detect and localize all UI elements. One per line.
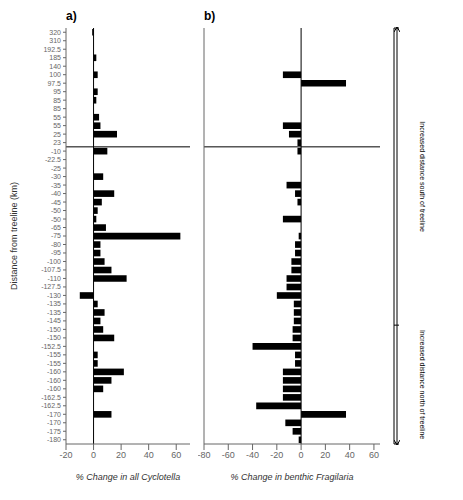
svg-text:-80: -80: [51, 241, 61, 248]
svg-text:140: 140: [49, 63, 61, 70]
svg-text:-107.5: -107.5: [41, 266, 61, 273]
svg-text:-130: -130: [47, 292, 61, 299]
svg-text:-65: -65: [51, 224, 61, 231]
svg-text:40: 40: [345, 450, 355, 460]
html-text:a): a): [66, 9, 77, 23]
svg-text:60: 60: [369, 450, 379, 460]
svg-text:-160: -160: [47, 385, 61, 392]
svg-text:-80: -80: [198, 450, 211, 460]
svg-text:-162.5: -162.5: [41, 402, 61, 409]
svg-text:40: 40: [144, 450, 154, 460]
svg-text:% Change in benthic Fragilaria: % Change in benthic Fragilaria: [230, 472, 353, 482]
svg-text:-150: -150: [47, 326, 61, 333]
svg-text:100: 100: [49, 71, 61, 78]
svg-text:-25: -25: [51, 165, 61, 172]
svg-text:-145: -145: [47, 317, 61, 324]
svg-text:-160: -160: [47, 377, 61, 384]
svg-text:-40: -40: [51, 190, 61, 197]
svg-text:25: 25: [53, 131, 61, 138]
svg-text:20: 20: [320, 450, 330, 460]
svg-text:-50: -50: [51, 207, 61, 214]
svg-text:55: 55: [53, 122, 61, 129]
svg-text:320: 320: [49, 29, 61, 36]
svg-text:-155: -155: [47, 351, 61, 358]
svg-text:-45: -45: [51, 199, 61, 206]
svg-text:-75: -75: [51, 232, 61, 239]
svg-text:0: 0: [91, 450, 96, 460]
svg-text:97.5: 97.5: [47, 80, 61, 87]
svg-text:20: 20: [116, 450, 126, 460]
svg-text:-170: -170: [47, 411, 61, 418]
svg-text:-110: -110: [48, 275, 62, 282]
svg-text:-170: -170: [47, 419, 61, 426]
svg-text:-135: -135: [47, 309, 61, 316]
svg-text:-22.5: -22.5: [45, 156, 61, 163]
svg-text:185: 185: [49, 54, 61, 61]
svg-text:-60: -60: [222, 450, 235, 460]
svg-text:0: 0: [299, 450, 304, 460]
svg-text:-127.5: -127.5: [41, 283, 61, 290]
svg-text:-10: -10: [51, 148, 61, 155]
svg-text:-180: -180: [47, 436, 61, 443]
html-text:b): b): [204, 9, 216, 23]
svg-text:-175: -175: [47, 428, 61, 435]
svg-text:-95: -95: [51, 249, 61, 256]
svg-text:55: 55: [53, 114, 61, 121]
svg-text:% Change in all Cyclotella: % Change in all Cyclotella: [76, 472, 181, 482]
svg-text:192.5: 192.5: [43, 46, 61, 53]
svg-text:-35: -35: [51, 182, 61, 189]
svg-text:Increased distance north of tr: Increased distance north of treeline: [419, 330, 426, 439]
svg-text:-50: -50: [51, 216, 61, 223]
svg-text:-40: -40: [246, 450, 259, 460]
svg-text:-152.5: -152.5: [41, 343, 61, 350]
svg-text:-135: -135: [47, 300, 61, 307]
svg-text:-155: -155: [47, 360, 61, 367]
svg-text:-30: -30: [51, 173, 61, 180]
svg-text:-20: -20: [59, 450, 72, 460]
svg-text:-162.5: -162.5: [41, 394, 61, 401]
svg-text:60: 60: [171, 450, 181, 460]
svg-text:310: 310: [49, 37, 61, 44]
svg-text:-160: -160: [47, 368, 61, 375]
svg-text:95: 95: [53, 88, 61, 95]
svg-text:-150: -150: [47, 334, 61, 341]
svg-text:Increased distance south of tr: Increased distance south of treeline: [419, 121, 426, 232]
svg-text:Distance from treeline (km): Distance from treeline (km): [9, 182, 19, 290]
svg-text:-20: -20: [270, 450, 283, 460]
svg-text:-100: -100: [47, 258, 61, 265]
svg-text:23: 23: [53, 139, 61, 146]
svg-text:85: 85: [53, 97, 61, 104]
svg-text:85: 85: [53, 105, 61, 112]
